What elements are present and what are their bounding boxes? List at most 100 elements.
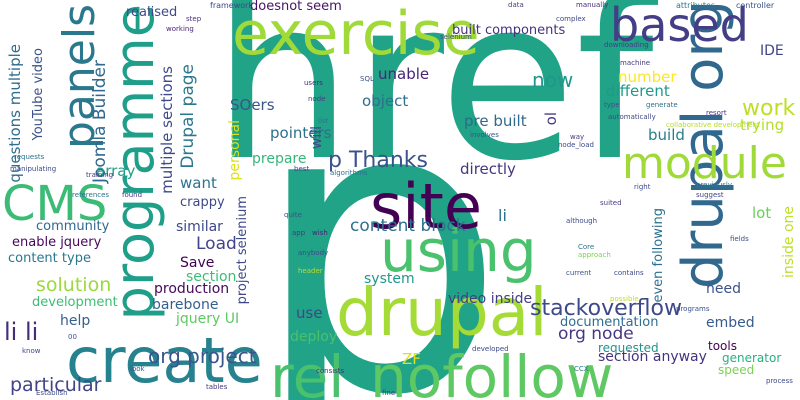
word-stackoverflow: stackoverflow bbox=[530, 296, 682, 321]
word-quite: quite bbox=[284, 211, 302, 219]
word-consists: consists bbox=[316, 367, 345, 375]
word-data: data bbox=[508, 1, 524, 9]
word-node-load: node_load bbox=[558, 141, 594, 149]
word-right: right bbox=[634, 183, 651, 191]
word-fine: fine bbox=[382, 389, 396, 397]
word-fields: fields bbox=[730, 235, 749, 243]
word-unable: unable bbox=[378, 65, 430, 83]
word-questions-multiple: questions multiple bbox=[6, 44, 24, 183]
word-working: working bbox=[166, 25, 194, 33]
word-ide: IDE bbox=[760, 43, 784, 59]
word-youtube-video: YouTube video bbox=[31, 48, 46, 141]
word-tables: tables bbox=[206, 383, 228, 391]
word-core: Core bbox=[578, 243, 595, 251]
word-org-project: org project bbox=[148, 344, 257, 368]
word-site: site bbox=[370, 170, 482, 243]
word-want: want bbox=[180, 174, 217, 192]
word-pre-built: pre built bbox=[464, 112, 527, 130]
word-although: although bbox=[566, 217, 598, 225]
word-app: app bbox=[292, 229, 306, 237]
word-li-li: li li bbox=[4, 318, 39, 346]
word-downloading: downloading bbox=[604, 41, 649, 49]
word-realised: realised bbox=[126, 5, 178, 20]
word-enable-jquery: enable jquery bbox=[12, 235, 102, 250]
word-barebone: barebone bbox=[152, 297, 219, 313]
word-header: header bbox=[298, 267, 323, 275]
word-lot: lot bbox=[752, 204, 772, 222]
word-suggest: suggest bbox=[696, 191, 724, 199]
word-multiple-sections: multiple sections bbox=[158, 66, 176, 194]
word-similar: similar bbox=[176, 219, 223, 235]
word-cms: CMS bbox=[2, 176, 108, 232]
word-community: community bbox=[36, 219, 110, 234]
word-know: know bbox=[22, 347, 41, 355]
word-jquery-ui: jquery UI bbox=[176, 311, 240, 327]
word-production: production bbox=[154, 281, 230, 297]
word-inside-one: inside one bbox=[781, 206, 797, 278]
word-section: section bbox=[186, 269, 237, 285]
word-node: node bbox=[308, 95, 326, 103]
word-drupal-page: Drupal page bbox=[178, 64, 198, 169]
word-sql: SQL bbox=[360, 75, 374, 83]
word-system: system bbox=[364, 271, 415, 287]
word-based: based bbox=[610, 0, 749, 52]
word-developed: developed bbox=[472, 345, 509, 353]
word-ol: ol bbox=[542, 112, 560, 126]
word-org-node: org node bbox=[558, 324, 634, 344]
word-object: object bbox=[362, 92, 409, 110]
word-requests: requests bbox=[14, 153, 45, 161]
word-way: way bbox=[570, 133, 585, 141]
word-machine: machine bbox=[620, 59, 651, 67]
word-href: href bbox=[212, 0, 654, 210]
word-programs: programs bbox=[676, 305, 710, 313]
word-array: array bbox=[96, 162, 136, 180]
word-deploy: deploy bbox=[290, 329, 338, 345]
word-trying: trying bbox=[740, 116, 785, 134]
word-p-thanks: p Thanks bbox=[328, 148, 428, 173]
word-embed: embed bbox=[706, 315, 755, 331]
word-use: use bbox=[296, 304, 323, 322]
word-different: different bbox=[606, 82, 670, 100]
word-p: p bbox=[252, 18, 506, 400]
word-references: references bbox=[72, 191, 110, 199]
word-generate: generate bbox=[646, 101, 678, 109]
word-doesnot-seem: doesnot seem bbox=[250, 0, 342, 14]
word-content-type: content type bbox=[8, 251, 91, 266]
word-involves: involves bbox=[470, 131, 499, 139]
word-collaborative: collaborative development bbox=[666, 121, 760, 129]
word-resort: resort bbox=[706, 109, 727, 117]
word-documentation: documentation bbox=[560, 315, 659, 330]
word-suited: suited bbox=[600, 199, 622, 207]
word-users: users bbox=[304, 79, 323, 87]
word-pointers: pointers bbox=[270, 124, 332, 142]
word-content-block: content block bbox=[350, 216, 466, 236]
word-step: step bbox=[186, 15, 202, 23]
word-tools: tools bbox=[708, 339, 737, 353]
word-anybody: anybody bbox=[298, 249, 329, 257]
word-need: need bbox=[706, 281, 741, 297]
word-rel: rel bbox=[270, 343, 345, 400]
word-possible: possible bbox=[610, 295, 639, 303]
word-contains: contains bbox=[614, 269, 644, 277]
word-nofollow: nofollow bbox=[370, 343, 614, 400]
word-section-anyway: section anyway bbox=[598, 349, 707, 365]
word-complex: complex bbox=[556, 15, 586, 23]
word-project-selenium: project selenium bbox=[235, 196, 250, 305]
word-attributes: attributes bbox=[676, 1, 716, 10]
word-li: li bbox=[498, 206, 507, 225]
word-look: look bbox=[130, 365, 145, 373]
word-drupal: drupal bbox=[336, 274, 548, 351]
word-wish: wish bbox=[312, 229, 328, 237]
word-algorithms: algorithms bbox=[330, 169, 368, 177]
word-video-inside: video inside bbox=[448, 291, 533, 307]
word-save: Save bbox=[180, 255, 215, 271]
word-manipulating: manipulating bbox=[10, 165, 57, 173]
word-directly: directly bbox=[460, 160, 516, 178]
word-establish: Establish bbox=[36, 389, 68, 397]
word-crappy: crappy bbox=[180, 195, 225, 210]
word-process: process bbox=[766, 377, 793, 385]
word-module: module bbox=[622, 138, 787, 189]
word-00: 00 bbox=[68, 333, 77, 341]
word-now: now bbox=[532, 68, 574, 92]
word-framework: framework bbox=[210, 1, 254, 10]
